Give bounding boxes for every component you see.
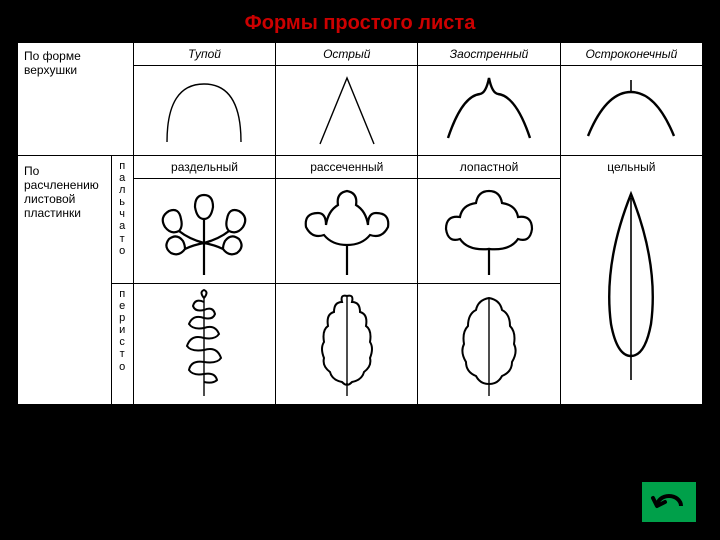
- dissect-col-3: лопастной: [418, 156, 560, 179]
- pinnate-lobed: [418, 284, 560, 405]
- pinnate-parted: [133, 284, 275, 405]
- leaf-entire: [581, 184, 681, 384]
- dissect-col-1: раздельный: [133, 156, 275, 179]
- apex-acute: [276, 66, 418, 156]
- apex-mucronate: [560, 66, 702, 156]
- row2-label: По расчленению листовой пластинки: [18, 156, 112, 405]
- row1-label: По форме верхушки: [18, 43, 134, 156]
- side-palmate: пальчато: [111, 156, 133, 284]
- apex-col-2: Острый: [276, 43, 418, 66]
- palmate-parted: [133, 179, 275, 284]
- apex-blunt: [133, 66, 275, 156]
- back-button[interactable]: [642, 482, 696, 522]
- apex-col-3: Заостренный: [418, 43, 560, 66]
- leaf-forms-table: По форме верхушки Тупой Острый Заостренн…: [16, 41, 704, 406]
- dissect-col-4: цельный: [561, 160, 702, 174]
- apex-acuminate: [418, 66, 560, 156]
- pinnate-dissected: [276, 284, 418, 405]
- return-icon: [649, 488, 689, 516]
- palmate-dissected: [276, 179, 418, 284]
- page-title: Формы простого листа: [0, 0, 720, 41]
- dissect-col-4-cell: цельный: [560, 156, 702, 405]
- side-pinnate: перисто: [111, 284, 133, 405]
- palmate-lobed: [418, 179, 560, 284]
- dissect-col-2: рассеченный: [276, 156, 418, 179]
- apex-col-4: Остроконечный: [560, 43, 702, 66]
- apex-col-1: Тупой: [133, 43, 275, 66]
